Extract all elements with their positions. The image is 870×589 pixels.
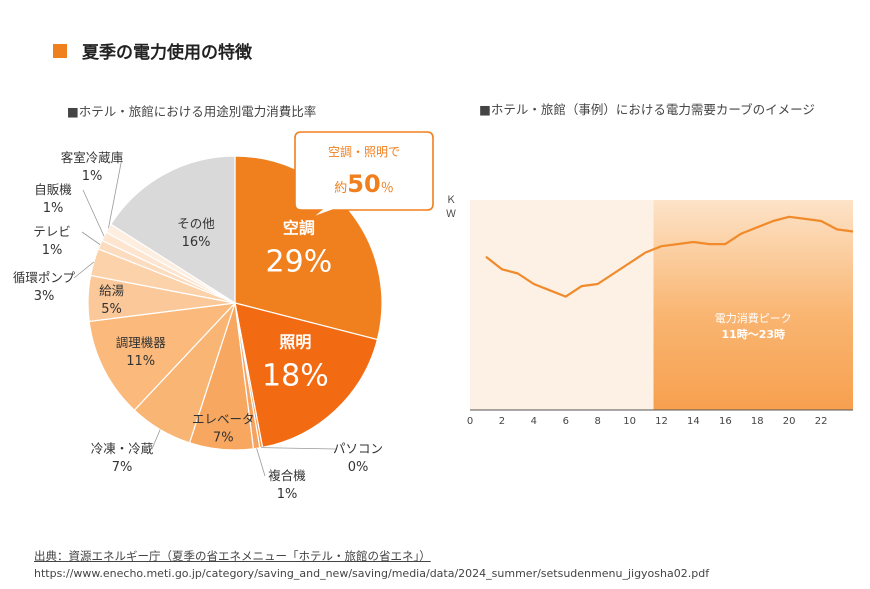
x-tick-5: 10: [623, 416, 636, 427]
slice-pct-3: 1%: [277, 487, 298, 502]
peak-label-1: 電力消費ピーク: [715, 311, 792, 325]
slice-pct-5: 7%: [112, 460, 133, 475]
leader-line-5: [151, 429, 161, 450]
slice-label-8: 循環ポンプ: [13, 270, 76, 285]
slice-label-11: 客室冷蔵庫: [61, 150, 124, 165]
slice-pct-9: 1%: [42, 243, 63, 258]
slice-label-5: 冷凍・冷蔵: [91, 441, 154, 456]
slice-label-0: 空調: [283, 218, 315, 237]
callout-shape: [294, 131, 434, 219]
pie-slice-1: [234, 302, 379, 449]
pie-slice-6: [88, 302, 237, 412]
x-tick-10: 20: [783, 416, 796, 427]
leader-line-2: [261, 447, 337, 450]
leader-line-8: [73, 261, 95, 279]
slice-pct-12: 16%: [182, 235, 211, 250]
source-url[interactable]: https://www.enecho.meti.go.jp/category/s…: [34, 567, 710, 580]
line-chart-title: ■ホテル・旅館（事例）における電力需要カーブのイメージ: [479, 102, 815, 117]
pie-chart: 空調 29% 照明 18% パソコン 0% 複合機 1% エレベータ 7% 冷凍・冷蔵 7% 調理機器 1…: [13, 150, 383, 502]
slice-label-1: 照明: [279, 332, 311, 351]
slice-pct-2: 0%: [348, 460, 369, 475]
leader-line-10: [82, 189, 105, 237]
slice-pct-8: 3%: [34, 289, 55, 304]
slice-pct-1: 18%: [262, 358, 329, 393]
slice-label-4: エレベータ: [192, 411, 255, 426]
peak-label-2: 11時～23時: [721, 327, 785, 341]
y-axis-label-1: Ｋ: [446, 195, 456, 206]
slice-label-3: 複合機: [268, 468, 306, 483]
x-tick-8: 16: [719, 416, 732, 427]
slice-pct-4: 7%: [213, 430, 234, 445]
slice-label-9: テレビ: [33, 224, 71, 239]
x-tick-1: 2: [499, 416, 505, 427]
x-tick-4: 8: [594, 416, 600, 427]
pie-slice-12: [110, 155, 236, 305]
callout-line1: 空調・照明で: [328, 145, 400, 159]
slice-label-6: 調理機器: [116, 335, 167, 350]
pie-chart-title: ■ホテル・旅館における用途別電力消費比率: [67, 104, 317, 119]
slice-pct-7: 5%: [101, 302, 122, 317]
x-tick-6: 12: [655, 416, 668, 427]
leader-line-9: [81, 231, 101, 245]
slice-pct-10: 1%: [43, 201, 64, 216]
page-title: 夏季の電力使用の特徴: [82, 43, 252, 63]
peak-band: [653, 200, 853, 410]
callout-value: 約50％: [334, 170, 393, 198]
leader-line-11: [108, 157, 123, 229]
y-axis-label-2: Ｗ: [446, 209, 456, 220]
x-tick-2: 4: [531, 416, 537, 427]
slice-label-12: その他: [177, 216, 215, 231]
demand-curve-chart: 電力消費ピーク 11時～23時 ＫＷ 0 2 4 6 8 10 12 14 16 18 20 22: [446, 195, 854, 427]
pie-slice-0: [234, 155, 383, 341]
slice-pct-11: 1%: [82, 169, 103, 184]
x-tick-9: 18: [751, 416, 764, 427]
leader-line-3: [256, 448, 266, 477]
x-tick-11: 22: [815, 416, 828, 427]
x-tick-7: 14: [687, 416, 700, 427]
demand-curve-line: [485, 215, 854, 298]
source-citation[interactable]: 出典：資源エネルギー庁（夏季の省エネメニュー「ホテル・旅館の省エネ」）: [34, 549, 431, 563]
slice-label-7: 給湯: [99, 283, 124, 298]
slice-pct-6: 11%: [126, 354, 155, 369]
slice-label-10: 自販機: [34, 182, 72, 197]
slice-label-2: パソコン: [333, 441, 383, 456]
x-tick-3: 6: [563, 416, 569, 427]
title-marker: [53, 44, 67, 58]
slice-pct-0: 29%: [266, 244, 333, 279]
x-tick-0: 0: [467, 416, 473, 427]
